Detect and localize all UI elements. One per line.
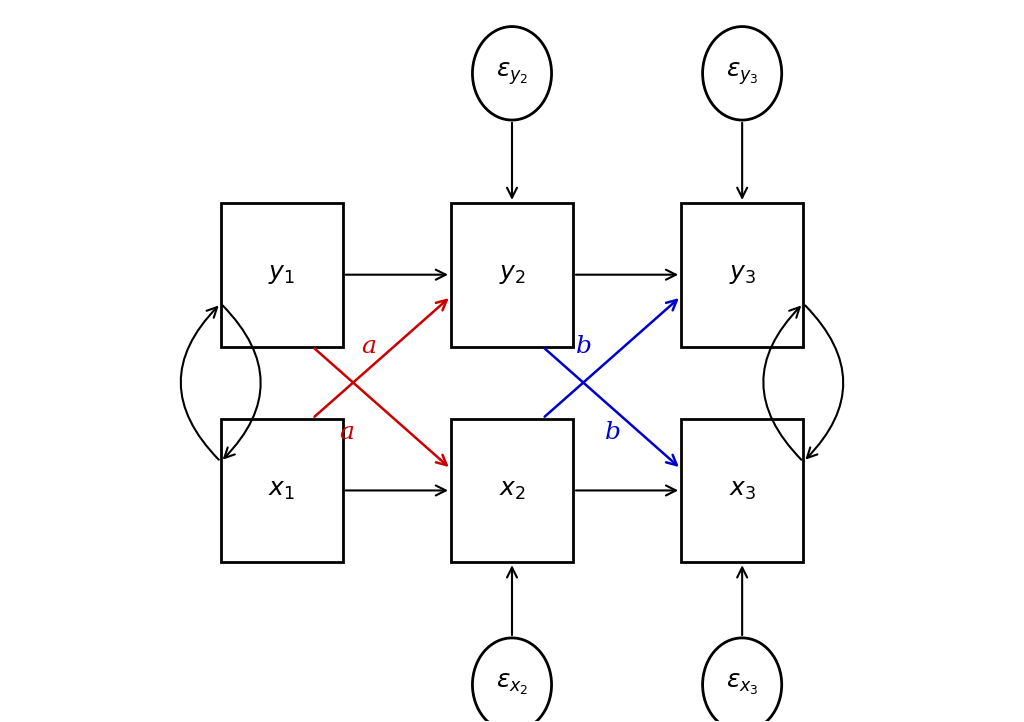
Text: a: a: [339, 422, 354, 445]
Text: b: b: [605, 422, 621, 445]
Text: $x_3$: $x_3$: [728, 479, 756, 502]
FancyBboxPatch shape: [221, 419, 343, 562]
Text: $x_1$: $x_1$: [268, 479, 295, 502]
Text: $\epsilon_{x_3}$: $\epsilon_{x_3}$: [726, 672, 759, 697]
Text: a: a: [360, 335, 376, 358]
FancyBboxPatch shape: [681, 203, 803, 347]
Ellipse shape: [472, 638, 552, 722]
Text: $\epsilon_{x_2}$: $\epsilon_{x_2}$: [496, 672, 528, 697]
Text: $\epsilon_{y_3}$: $\epsilon_{y_3}$: [726, 60, 759, 87]
Text: b: b: [575, 335, 592, 358]
FancyBboxPatch shape: [451, 203, 573, 347]
Text: $y_2$: $y_2$: [499, 264, 525, 286]
FancyBboxPatch shape: [221, 203, 343, 347]
Text: $y_3$: $y_3$: [728, 264, 756, 286]
FancyBboxPatch shape: [451, 419, 573, 562]
Ellipse shape: [702, 638, 781, 722]
Text: $y_1$: $y_1$: [268, 264, 295, 286]
Ellipse shape: [472, 27, 552, 120]
Ellipse shape: [702, 27, 781, 120]
Text: $x_2$: $x_2$: [499, 479, 525, 502]
FancyBboxPatch shape: [681, 419, 803, 562]
Text: $\epsilon_{y_2}$: $\epsilon_{y_2}$: [496, 60, 528, 87]
